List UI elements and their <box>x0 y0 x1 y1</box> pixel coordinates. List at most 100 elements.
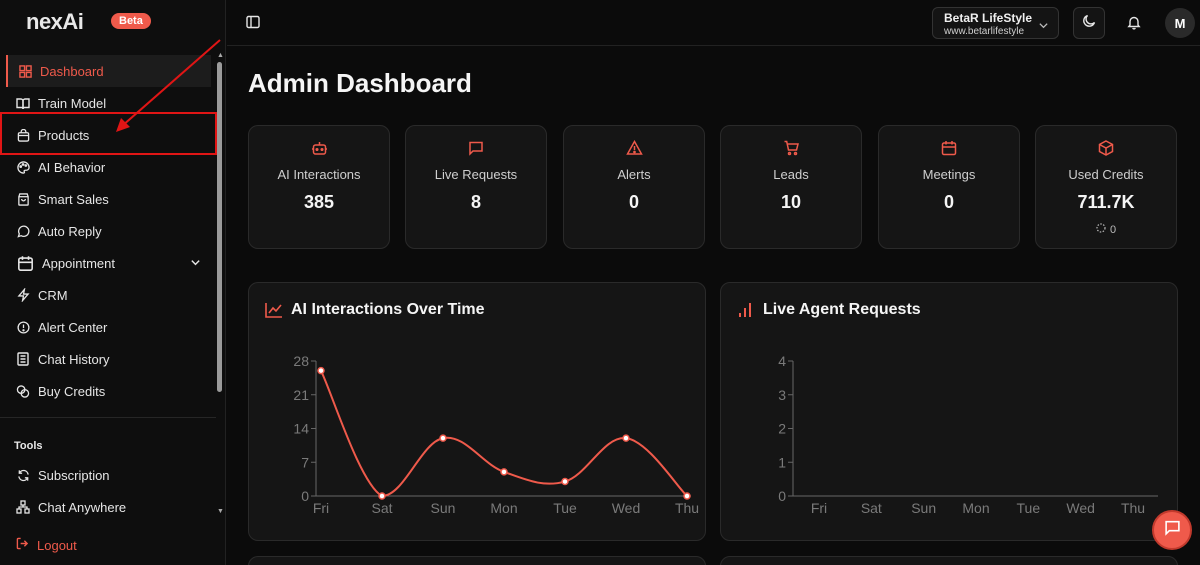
y-tick-label: 4 <box>778 353 786 369</box>
sidebar-item-products[interactable]: Products <box>6 119 211 151</box>
logo[interactable]: nexAi <box>26 9 84 34</box>
coins-icon <box>16 384 30 398</box>
sidebar-item-crm[interactable]: CRM <box>6 279 211 311</box>
logout-button[interactable]: Logout <box>16 537 77 553</box>
data-point[interactable] <box>439 434 447 442</box>
stat-value: 10 <box>780 192 802 212</box>
bottom-card-right <box>720 556 1178 565</box>
sidebar-nav: Dashboard Train Model Products AI Behavi… <box>6 55 211 407</box>
x-tick-label: Wed <box>1066 500 1095 516</box>
data-point[interactable] <box>317 366 325 375</box>
message-square-icon <box>1164 519 1181 541</box>
x-tick-label: Sun <box>431 500 456 516</box>
x-tick-label: Thu <box>1121 500 1145 516</box>
stat-label: Meetings <box>922 167 976 182</box>
bell-icon[interactable] <box>1127 15 1141 35</box>
tools-section-label: Tools <box>14 440 43 452</box>
zap-icon <box>16 288 30 302</box>
stat-label: Alerts <box>617 167 651 182</box>
data-point[interactable] <box>683 492 691 500</box>
beta-badge: Beta <box>111 13 151 29</box>
sidebar-toggle-icon[interactable] <box>246 15 260 34</box>
y-tick-label: 7 <box>301 454 309 470</box>
stat-label: Used Credits <box>1068 167 1144 182</box>
sidebar-item-ai-behavior[interactable]: AI Behavior <box>6 151 211 183</box>
organization-select[interactable]: BetaR LifeStyle www.betarlifestyle <box>932 7 1059 39</box>
grid-icon <box>18 64 32 78</box>
data-point[interactable] <box>500 468 508 476</box>
sidebar-item-label: Train Model <box>38 95 107 111</box>
data-point[interactable] <box>561 477 569 486</box>
bar-chart: 0 1 2 3 4 Fri Sat Sun Mon Tue Wed Thu <box>778 353 1158 516</box>
sidebar-item-label: Dashboard <box>40 63 104 79</box>
stat-card-meetings: Meetings 0 <box>878 125 1020 249</box>
live-agent-requests-chart-panel: Live Agent Requests 0 1 2 3 4 Fri Sat Sun Mon Tue… <box>720 282 1178 541</box>
y-tick-label: 3 <box>778 387 786 403</box>
sidebar-item-dashboard[interactable]: Dashboard <box>6 55 211 87</box>
sidebar-item-alert-center[interactable]: Alert Center <box>6 311 211 343</box>
sidebar-item-chat-anywhere[interactable]: Chat Anywhere <box>6 491 211 523</box>
sidebar-item-appointment[interactable]: Appointment <box>6 247 211 279</box>
stat-card-used-credits: Used Credits 711.7K 0 <box>1035 125 1177 249</box>
bottom-card-left <box>248 556 706 565</box>
alert-circle-icon <box>16 320 30 334</box>
scroll-up-arrow[interactable]: ▲ <box>217 52 224 59</box>
series-line <box>320 370 688 498</box>
theme-toggle-button[interactable] <box>1073 7 1105 39</box>
data-point[interactable] <box>622 434 630 442</box>
x-tick-label: Tue <box>1017 500 1041 516</box>
sidebar-item-auto-reply[interactable]: Auto Reply <box>6 215 211 247</box>
refresh-icon <box>16 468 30 482</box>
x-tick-label: Thu <box>675 500 699 516</box>
avatar[interactable]: M <box>1165 8 1195 38</box>
x-tick-label: Fri <box>313 500 329 516</box>
organization-url: www.betarlifestyle <box>944 26 1025 37</box>
sidebar: nexAi Beta Dashboard Train Model Product… <box>0 0 226 565</box>
book-icon <box>16 96 30 110</box>
y-tick-label: 21 <box>293 387 309 403</box>
sidebar-item-label: Buy Credits <box>38 383 106 399</box>
sidebar-item-smart-sales[interactable]: Smart Sales <box>6 183 211 215</box>
stat-card-live-requests: Live Requests 8 <box>405 125 547 249</box>
sidebar-item-train-model[interactable]: Train Model <box>6 87 211 119</box>
network-icon <box>16 500 30 514</box>
sidebar-item-chat-history[interactable]: Chat History <box>6 343 211 375</box>
sidebar-item-label: Smart Sales <box>38 191 109 207</box>
tools-nav: Subscription Chat Anywhere <box>6 459 211 523</box>
stat-card-ai-interactions: AI Interactions 385 <box>248 125 390 249</box>
x-tick-label: Sun <box>911 500 936 516</box>
sidebar-item-label: Subscription <box>38 467 110 483</box>
bag-icon <box>16 128 30 142</box>
logout-icon <box>16 537 29 553</box>
y-tick-label: 28 <box>293 353 309 369</box>
line-chart-icon <box>265 302 283 323</box>
x-tick-label: Sat <box>861 500 882 516</box>
sidebar-item-label: Appointment <box>42 255 115 271</box>
sidebar-scrollbar[interactable] <box>217 62 222 392</box>
chevron-down-icon[interactable] <box>190 256 201 271</box>
x-tick-label: Sat <box>371 500 392 516</box>
sidebar-item-subscription[interactable]: Subscription <box>6 459 211 491</box>
calendar-icon <box>16 254 34 272</box>
moon-icon <box>1082 14 1096 33</box>
products-highlight-box <box>0 112 217 155</box>
sidebar-divider <box>0 417 216 418</box>
y-tick-label: 1 <box>778 454 786 470</box>
chat-support-button[interactable] <box>1152 510 1192 550</box>
credits-sub: 0 <box>1036 223 1176 236</box>
stat-label: Leads <box>773 167 809 182</box>
message-circle-icon <box>16 224 30 238</box>
sidebar-item-buy-credits[interactable]: Buy Credits <box>6 375 211 407</box>
palette-icon <box>16 160 30 174</box>
data-point[interactable] <box>378 492 386 500</box>
loader-icon <box>1096 223 1106 236</box>
line-chart: 0 7 14 21 28 Fri Sat Sun Mon Tue Wed Thu <box>293 353 699 516</box>
credits-sub-value: 0 <box>1109 223 1117 236</box>
sidebar-item-label: Auto Reply <box>38 223 102 239</box>
x-tick-label: Tue <box>553 500 577 516</box>
scroll-down-arrow[interactable]: ▼ <box>217 508 224 515</box>
chart-title: AI Interactions Over Time <box>291 301 485 318</box>
cart-icon <box>721 140 861 156</box>
sidebar-item-label: CRM <box>38 287 68 303</box>
bot-icon <box>249 140 389 156</box>
